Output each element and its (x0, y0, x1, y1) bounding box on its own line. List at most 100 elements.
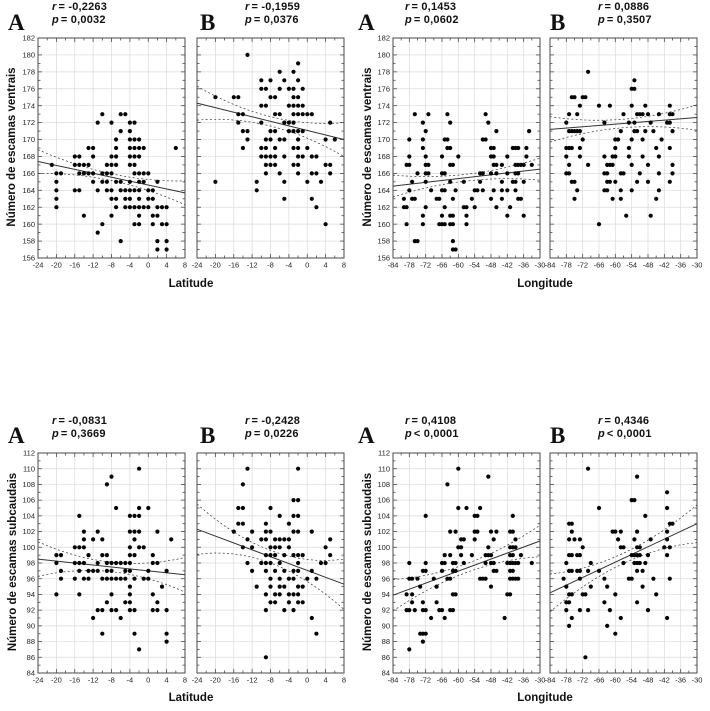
svg-text:8: 8 (183, 261, 187, 270)
data-point (132, 205, 137, 210)
data-point (277, 592, 282, 597)
data-point (291, 553, 296, 558)
svg-text:8: 8 (342, 261, 346, 270)
svg-text:-16: -16 (228, 676, 239, 685)
data-point (450, 162, 455, 167)
data-point (100, 112, 105, 117)
y-axis-label-ventrais: Número de escamas ventrais (362, 67, 374, 227)
svg-text:0: 0 (305, 676, 309, 685)
data-point (445, 482, 450, 487)
svg-text:-78: -78 (561, 676, 572, 685)
scatter-panel-a-bottom-4: -24 -20 -16 -12 -8 -4 0 4 8 84 86 88 90 92 94 96 98 100 10… (22, 449, 187, 685)
confidence-band (392, 157, 541, 177)
data-point (567, 600, 572, 605)
data-point (300, 129, 305, 134)
data-point (488, 529, 494, 534)
data-point (245, 52, 250, 58)
data-point (141, 545, 146, 550)
data-point (240, 545, 245, 550)
data-point (164, 568, 169, 574)
data-point (588, 584, 593, 589)
data-point (91, 179, 96, 184)
data-point (259, 78, 264, 83)
data-point (491, 537, 496, 542)
p-symbol: p (52, 427, 59, 440)
svg-text:-66: -66 (594, 676, 605, 685)
data-point (596, 505, 602, 511)
data-point (150, 560, 155, 566)
data-point (286, 545, 291, 550)
data-point (250, 529, 255, 534)
data-point (407, 154, 412, 159)
data-point (410, 600, 415, 605)
data-point (610, 196, 615, 201)
x-axis-label-latitude: Latitude (168, 278, 214, 290)
data-point (268, 129, 273, 134)
data-point (629, 576, 634, 581)
data-point (254, 584, 259, 589)
svg-text:92: 92 (27, 606, 35, 615)
data-point (656, 112, 662, 117)
r-symbol: r (245, 415, 250, 427)
svg-text:84: 84 (382, 669, 390, 678)
data-point (100, 608, 105, 613)
data-point (109, 162, 114, 167)
data-point (626, 120, 632, 125)
svg-text:-72: -72 (420, 261, 431, 270)
data-point (572, 196, 577, 201)
data-point (95, 608, 100, 613)
data-point (141, 205, 146, 210)
svg-text:-54: -54 (469, 676, 480, 685)
confidence-band (549, 104, 698, 121)
data-point (54, 196, 59, 201)
data-point (277, 545, 282, 550)
data-point (118, 576, 123, 581)
data-point (420, 639, 425, 644)
data-point (577, 537, 583, 542)
data-point (132, 171, 137, 176)
data-point (296, 513, 301, 519)
data-point (453, 568, 458, 574)
data-point (420, 222, 425, 227)
data-point (95, 568, 100, 574)
svg-text:-8: -8 (267, 676, 274, 685)
svg-text:-66: -66 (594, 261, 605, 270)
data-point (645, 608, 651, 613)
data-point (137, 154, 142, 159)
data-point (521, 162, 526, 167)
data-point (412, 112, 417, 117)
data-point (268, 95, 273, 100)
data-point (328, 162, 333, 167)
data-point (564, 584, 569, 589)
data-point (577, 576, 583, 581)
data-point (420, 145, 425, 151)
data-point (273, 553, 278, 558)
data-point (268, 137, 273, 142)
data-point (602, 120, 607, 125)
svg-text:-60: -60 (453, 676, 464, 685)
data-point (453, 188, 458, 193)
data-point (640, 112, 645, 117)
data-point (123, 188, 128, 193)
data-point (453, 529, 458, 534)
data-point (81, 529, 86, 534)
svg-text:-48: -48 (486, 261, 497, 270)
svg-text:94: 94 (382, 590, 390, 599)
data-point (577, 103, 583, 108)
data-point (277, 112, 282, 117)
data-point (524, 154, 529, 159)
data-point (277, 584, 282, 589)
data-point (263, 560, 268, 566)
data-point (132, 631, 137, 636)
svg-text:178: 178 (22, 67, 35, 76)
scatter-panel-b-bottom-7: -84 -78 -72 -66 -60 -54 -48 -42 -36 -30 (545, 452, 702, 685)
data-point (491, 154, 496, 159)
data-point (323, 137, 328, 142)
stats-annotation: r = -0,1959 p = 0,0376 (245, 1, 300, 26)
data-point (100, 171, 105, 176)
data-point (521, 213, 526, 218)
data-point (439, 568, 445, 574)
data-point (114, 196, 119, 201)
